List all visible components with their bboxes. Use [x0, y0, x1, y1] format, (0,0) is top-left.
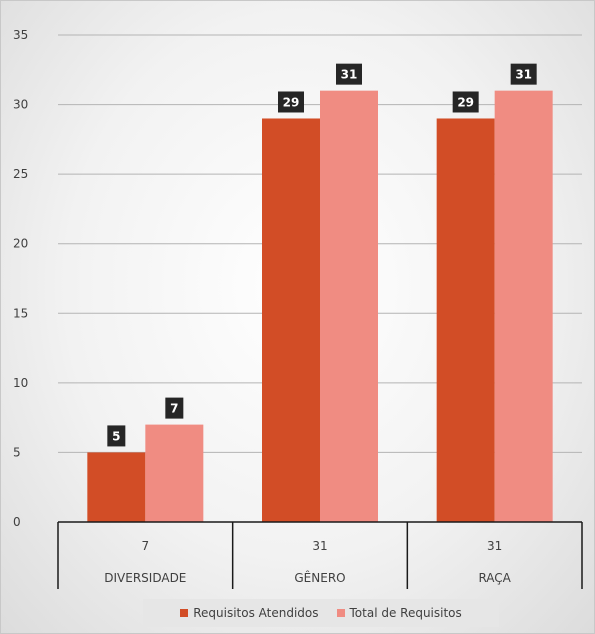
data-label-bg-gênero-series-2	[336, 63, 362, 85]
bar-diversidade-series-2	[145, 424, 204, 522]
data-label-raça-series-2: 31	[515, 68, 532, 82]
legend-swatch-series-2	[336, 609, 345, 617]
data-label-raça-series-1: 29	[457, 95, 474, 109]
data-label-diversidade-series-2: 7	[170, 402, 178, 416]
y-tick-label-0: 0	[13, 515, 21, 529]
y-tick-label-20: 20	[13, 237, 28, 251]
axes: 0 5 10 15 20 25 30 35 7 DIVERSIDADE 31 GÊNERO 31 RAÇA	[13, 28, 583, 589]
legend-label-series-2: Total de Requisitos	[349, 606, 462, 620]
data-label-bg-gênero-series-1	[278, 91, 304, 113]
data-label-diversidade-series-1: 5	[112, 429, 120, 443]
data-label-bg-raça-series-2	[510, 63, 537, 85]
data-label-bg-raça-series-1	[452, 91, 479, 113]
legend-item-series-2: Total de Requisitos	[336, 606, 462, 620]
data-label-gênero-series-2: 31	[341, 68, 358, 82]
legend-item-series-1: Requisitos Atendidos	[180, 606, 319, 620]
table-value-raça: 31	[487, 539, 502, 553]
legend: Requisitos Atendidos Total de Requisitos	[143, 599, 499, 627]
y-tick-label-25: 25	[13, 167, 28, 181]
y-tick-label-10: 10	[13, 376, 28, 390]
legend-swatch-series-1	[180, 609, 189, 617]
y-tick-label-30: 30	[13, 98, 28, 112]
category-label-raça: RAÇA	[478, 571, 511, 585]
bar-diversidade-series-1	[87, 452, 146, 522]
category-label-diversidade: DIVERSIDADE	[104, 571, 186, 585]
data-label-gênero-series-1: 29	[283, 95, 300, 109]
bar-gênero-series-2	[320, 90, 378, 523]
data-label-bg-diversidade-series-1	[107, 425, 126, 447]
category-label-gênero: GÊNERO	[294, 570, 345, 585]
bars	[87, 90, 553, 523]
data-labels: 5 7 29 31 29 31	[107, 63, 537, 447]
legend-label-series-1: Requisitos Atendidos	[193, 606, 319, 620]
bar-raça-series-1	[436, 118, 495, 522]
y-tick-label-35: 35	[13, 28, 28, 42]
data-label-bg-diversidade-series-2	[165, 397, 184, 419]
bar-raça-series-2	[494, 90, 553, 523]
table-value-gênero: 31	[312, 539, 327, 553]
bar-chart: 0 5 10 15 20 25 30 35 7 DIVERSIDADE 31 GÊNERO 31 RAÇA…	[13, 28, 583, 589]
bar-gênero-series-1	[262, 118, 320, 522]
y-tick-label-5: 5	[13, 445, 21, 459]
table-value-diversidade: 7	[142, 539, 150, 553]
y-tick-label-15: 15	[13, 306, 28, 320]
